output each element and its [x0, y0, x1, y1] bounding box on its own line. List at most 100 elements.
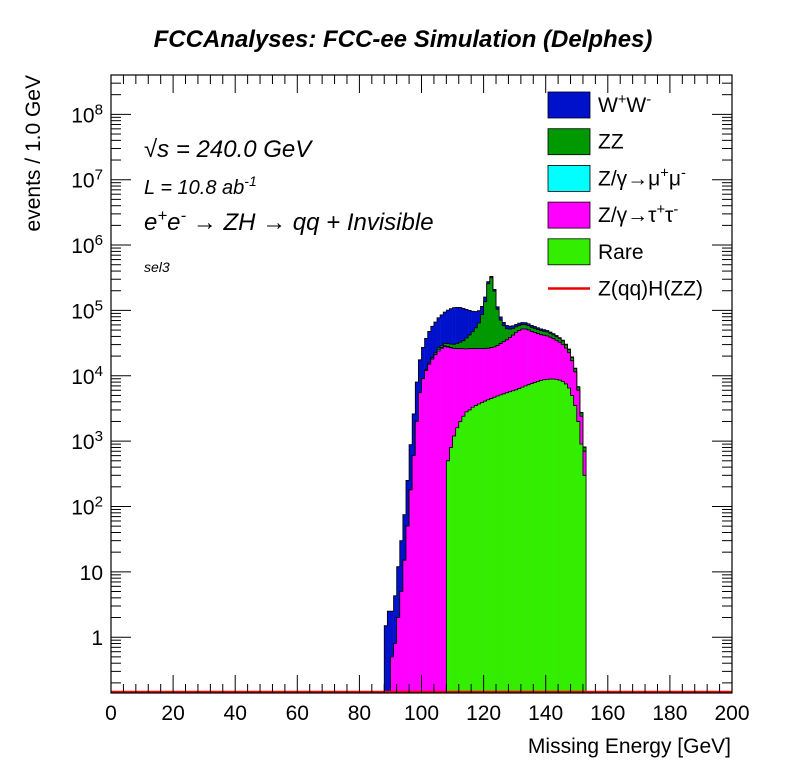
legend: W+W- ZZ Z/γ→μ+μ- Z/γ→τ+τ- Rare Z(qq)H(ZZ) [547, 91, 703, 301]
x-tick-label: 0 [105, 702, 117, 725]
bar-z-gamma-tauplustauminus-107 [443, 346, 447, 693]
bar-rare-137 [536, 381, 540, 693]
bar-wpluswminus-89 [387, 611, 391, 693]
annotation-selection: sel3 [144, 259, 170, 275]
bar-z-gamma-tauplustauminus-91 [393, 643, 397, 693]
bar-rare-127 [505, 392, 509, 693]
bar-rare-135 [530, 383, 534, 693]
bar-z-gamma-tauplustauminus-93 [399, 591, 404, 693]
bar-rare-124 [496, 396, 500, 693]
y-tick-label: 107 [71, 166, 103, 193]
bar-rare-111 [455, 427, 460, 693]
bar-rare-149 [573, 405, 577, 693]
x-tick-label: 100 [404, 702, 439, 725]
legend-label: Z/γ→μ+μ- [598, 165, 686, 190]
bar-rare-117 [474, 405, 478, 693]
bar-z-gamma-tauplustauminus-106 [440, 348, 444, 693]
x-tick-label: 80 [348, 702, 371, 725]
annotation-lumi: L = 10.8 ab-1 [144, 173, 257, 199]
bar-rare-142 [551, 379, 556, 693]
bar-z-gamma-tauplustauminus-104 [433, 354, 438, 693]
y-tick-label: 1 [91, 627, 103, 650]
bar-rare-118 [477, 403, 481, 693]
bar-rare-145 [561, 381, 565, 693]
bar-rare-147 [567, 387, 571, 693]
bar-rare-121 [486, 399, 491, 693]
bar-rare-138 [539, 380, 543, 693]
bar-rare-129 [511, 390, 515, 693]
bar-z-gamma-tauplustauminus-102 [427, 364, 432, 693]
legend-label: Z(qq)H(ZZ) [598, 278, 703, 301]
bar-wpluswminus-90 [390, 611, 394, 693]
x-tick-label: 20 [161, 702, 184, 725]
bar-rare-128 [508, 391, 512, 693]
legend-swatch [547, 164, 591, 192]
bar-rare-115 [468, 409, 472, 693]
annotations: √s = 240.0 GeV L = 10.8 ab-1 e+e- → ZH → q… [144, 136, 434, 275]
legend-entry-z-gamma-tauplustauminus: Z/γ→τ+τ- [547, 201, 678, 229]
x-tick-label: 160 [590, 702, 625, 725]
bar-z-gamma-tauplustauminus-96 [409, 489, 413, 693]
bar-rare-116 [471, 407, 475, 693]
y-tick-label: 102 [71, 493, 103, 520]
bar-rare-139 [542, 379, 546, 693]
bar-rare-131 [517, 388, 522, 693]
bar-rare-114 [464, 411, 469, 693]
legend-entry-wpluswminus: W+W- [547, 91, 651, 119]
annotation-process: e+e- → ZH → qq + Invisible [144, 206, 434, 237]
x-tick-label: 60 [286, 702, 309, 725]
bar-rare-110 [452, 435, 456, 693]
bar-rare-113 [461, 416, 466, 693]
bar-rare-122 [489, 398, 494, 693]
legend-entry-zz: ZZ [547, 128, 624, 156]
axes: 0 20 40 60 80 100 120 140 160 180 200 1 10 102 103 104 1… [71, 74, 750, 725]
bar-z-gamma-tauplustauminus-99 [418, 392, 422, 693]
bar-rare-130 [514, 389, 519, 693]
legend-swatch [547, 201, 591, 229]
bar-z-gamma-tauplustauminus-98 [415, 421, 419, 693]
x-tick-label: 40 [224, 702, 247, 725]
bar-rare-112 [458, 421, 463, 693]
legend-swatch [547, 91, 591, 119]
bar-rare-148 [570, 395, 574, 693]
x-tick-label: 180 [652, 702, 687, 725]
bar-z-gamma-tauplustauminus-100 [421, 378, 425, 693]
bar-rare-119 [480, 402, 484, 693]
bar-z-gamma-tauplustauminus-103 [430, 359, 435, 693]
bar-rare-150 [576, 421, 581, 693]
bar-rare-123 [492, 397, 497, 693]
series-rare [378, 378, 593, 694]
histogram-stack [378, 275, 593, 694]
bar-z-gamma-tauplustauminus-101 [424, 370, 428, 693]
bar-rare-108 [446, 460, 450, 693]
y-tick-label: 103 [71, 428, 103, 455]
legend-label: ZZ [598, 131, 624, 154]
y-tick-label: 106 [71, 232, 103, 258]
bar-z-gamma-tauplustauminus-94 [402, 560, 407, 693]
bar-rare-126 [502, 393, 506, 693]
bar-rare-141 [548, 379, 553, 693]
bar-rare-109 [449, 447, 453, 693]
annotation-sqrts: √s = 240.0 GeV [144, 136, 313, 163]
bar-rare-136 [533, 382, 537, 693]
bar-rare-152 [582, 475, 587, 693]
bar-rare-133 [523, 385, 528, 693]
bar-rare-140 [545, 379, 550, 693]
legend-entry-z-qq-h-zz: Z(qq)H(ZZ) [548, 278, 703, 301]
bar-rare-151 [579, 444, 584, 693]
legend-swatch [547, 128, 591, 156]
bar-rare-146 [564, 383, 568, 693]
legend-label: Z/γ→τ+τ- [598, 202, 678, 227]
bar-rare-132 [520, 387, 525, 693]
chart-title: FCCAnalyses: FCC-ee Simulation (Delphes) [154, 26, 653, 53]
y-tick-label: 10 [80, 562, 103, 585]
x-axis-label: Missing Energy [GeV] [528, 735, 731, 758]
bar-z-gamma-tauplustauminus-105 [437, 350, 441, 693]
legend-swatch [547, 238, 591, 266]
outline-z-gamma-tauplustauminus [378, 328, 593, 694]
legend-label: Rare [598, 241, 644, 264]
legend-label: W+W- [598, 92, 651, 117]
bar-rare-144 [558, 380, 562, 693]
x-tick-label: 200 [714, 702, 749, 725]
